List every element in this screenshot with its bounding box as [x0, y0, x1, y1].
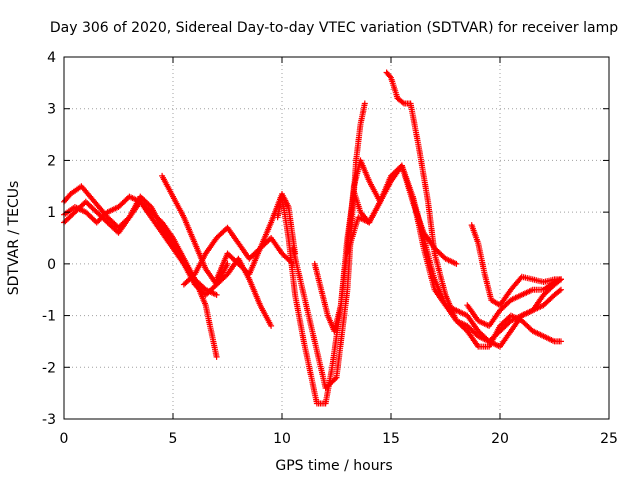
- data-point-markers: [468, 222, 564, 309]
- y-tick-label: -2: [42, 360, 56, 376]
- plot-frame: [63, 56, 610, 420]
- series-trace: [464, 276, 564, 329]
- x-tick-label: 25: [600, 431, 618, 447]
- series-trace: [344, 162, 564, 350]
- x-tick-label: 5: [169, 431, 178, 447]
- x-axis-title: GPS time / hours: [275, 458, 392, 474]
- y-tick-label: 0: [47, 257, 56, 273]
- data-point-markers: [464, 276, 564, 329]
- chart-title: Day 306 of 2020, Sidereal Day-to-day VTE…: [50, 20, 618, 36]
- series-trace: [213, 235, 296, 283]
- data-point-markers: [61, 193, 231, 298]
- series-trace: [409, 193, 564, 350]
- x-tick-label: 0: [60, 431, 69, 447]
- data-point-markers: [311, 157, 460, 335]
- data-point-markers: [213, 235, 296, 283]
- y-tick-label: 2: [47, 153, 56, 169]
- y-tick-label: 1: [47, 205, 56, 221]
- x-tick-label: 10: [273, 431, 291, 447]
- series-trace: [61, 193, 231, 298]
- series-trace: [289, 100, 368, 391]
- y-tick-label: -1: [42, 309, 56, 325]
- series-trace: [311, 157, 460, 335]
- series-trace: [468, 222, 564, 309]
- tick-marks: [63, 56, 610, 420]
- x-tick-labels: 0 5 10 15 20 25: [60, 431, 618, 447]
- data-point-markers: [344, 162, 564, 350]
- y-axis-title: SDTVAR / TECUs: [6, 181, 22, 296]
- y-tick-labels: -3 -2 -1 0 1 2 3 4: [42, 50, 56, 428]
- y-tick-label: 4: [47, 50, 56, 66]
- series-layer: [61, 69, 564, 407]
- data-point-markers: [289, 100, 368, 391]
- data-point-markers: [409, 193, 564, 350]
- x-tick-label: 15: [382, 431, 400, 447]
- x-tick-label: 20: [491, 431, 509, 447]
- y-tick-label: 3: [47, 102, 56, 118]
- y-tick-label: -3: [42, 412, 56, 428]
- grid: [64, 57, 609, 419]
